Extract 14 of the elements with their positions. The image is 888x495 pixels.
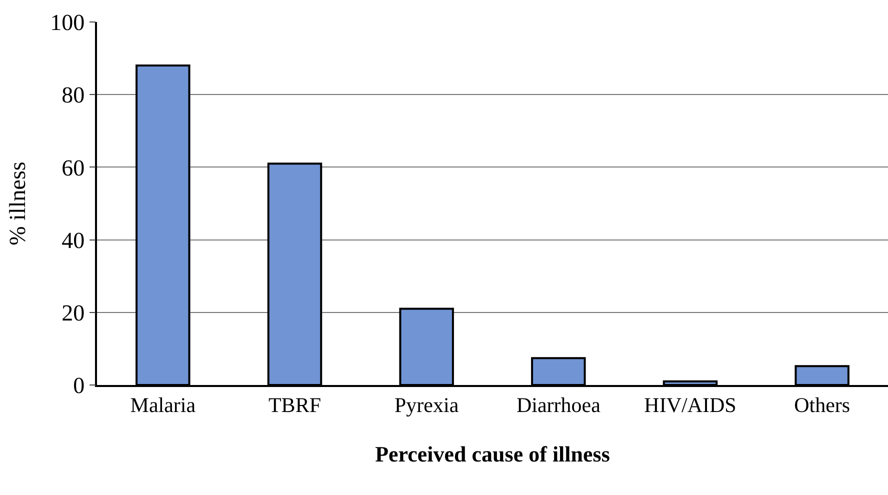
x-axis-title: Perceived cause of illness (375, 441, 610, 466)
y-tick-label: 80 (62, 82, 85, 108)
y-tick-label: 60 (62, 155, 85, 180)
x-tick-label: Others (794, 392, 850, 417)
y-tick-label: 100 (50, 10, 85, 36)
x-tick-label: Malaria (130, 392, 196, 417)
y-tick-label: 40 (62, 228, 85, 253)
y-axis-title: % illness (5, 162, 30, 246)
x-tick-label: HIV/AIDS (644, 392, 736, 417)
x-tick-label: Diarrhoea (516, 392, 602, 417)
x-tick-label: TBRF (268, 392, 322, 417)
y-tick-label: 20 (62, 300, 85, 326)
y-tick-label: 0 (73, 373, 85, 398)
x-tick-label: Pyrexia (394, 392, 460, 417)
